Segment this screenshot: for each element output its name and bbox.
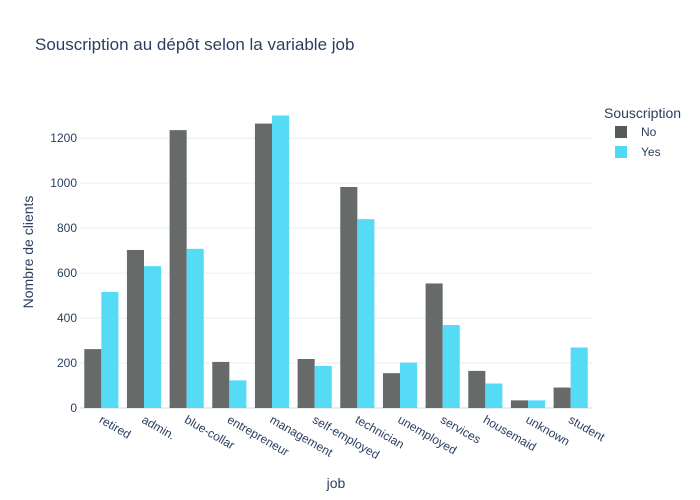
- chart-title: Souscription au dépôt selon la variable …: [35, 35, 354, 54]
- y-tick-label: 0: [70, 401, 77, 415]
- bar-no-services[interactable]: [425, 283, 443, 408]
- bar-yes-self-employed[interactable]: [314, 365, 332, 408]
- y-tick-label: 800: [57, 221, 77, 235]
- bar-yes-unknown[interactable]: [528, 400, 546, 408]
- y-tick-label: 200: [57, 356, 77, 370]
- bars: [84, 115, 588, 409]
- legend-title: Souscription: [604, 105, 681, 121]
- bar-no-student[interactable]: [553, 387, 571, 408]
- x-tick-label: admin.: [140, 412, 178, 442]
- bar-yes-housemaid[interactable]: [485, 383, 503, 408]
- bar-yes-services[interactable]: [442, 325, 460, 408]
- legend[interactable]: Souscription No Yes: [604, 105, 681, 159]
- bar-no-admin.[interactable]: [126, 249, 144, 408]
- bar-yes-admin.[interactable]: [144, 266, 162, 408]
- x-axis-title: job: [326, 475, 346, 491]
- y-tick-label: 1200: [50, 131, 77, 145]
- bar-yes-management[interactable]: [272, 115, 290, 409]
- grid-lines: [80, 137, 592, 409]
- x-tick-label: student: [566, 412, 608, 444]
- bar-no-blue-collar[interactable]: [169, 130, 187, 408]
- bar-no-housemaid[interactable]: [468, 370, 486, 408]
- bar-no-management[interactable]: [254, 123, 272, 409]
- y-tick-label: 400: [57, 311, 77, 325]
- bar-yes-technician[interactable]: [357, 219, 375, 408]
- bar-no-retired[interactable]: [84, 349, 102, 408]
- bar-no-technician[interactable]: [340, 187, 358, 408]
- y-tick-label: 1000: [50, 176, 77, 190]
- bar-no-unknown[interactable]: [510, 400, 528, 408]
- bar-no-self-employed[interactable]: [297, 358, 315, 408]
- bar-no-unemployed[interactable]: [382, 373, 400, 408]
- bar-yes-retired[interactable]: [101, 291, 119, 408]
- x-tick-label: retired: [97, 412, 133, 441]
- legend-label-no[interactable]: No: [641, 125, 657, 139]
- legend-label-yes[interactable]: Yes: [641, 145, 661, 159]
- y-axis-title: Nombre de clients: [20, 196, 36, 309]
- y-tick-label: 600: [57, 266, 77, 280]
- y-tick-labels: 0 200 400 600 800 1000 1200: [50, 131, 77, 415]
- legend-swatch-yes[interactable]: [615, 146, 627, 158]
- bar-yes-entrepreneur[interactable]: [229, 380, 247, 408]
- legend-swatch-no[interactable]: [615, 126, 627, 138]
- bar-no-entrepreneur[interactable]: [212, 361, 230, 408]
- bar-yes-blue-collar[interactable]: [186, 248, 204, 408]
- bar-yes-unemployed[interactable]: [400, 362, 418, 408]
- bar-yes-student[interactable]: [570, 347, 588, 408]
- x-tick-labels: retired admin. blue-collarentrepreneurmana…: [97, 412, 608, 461]
